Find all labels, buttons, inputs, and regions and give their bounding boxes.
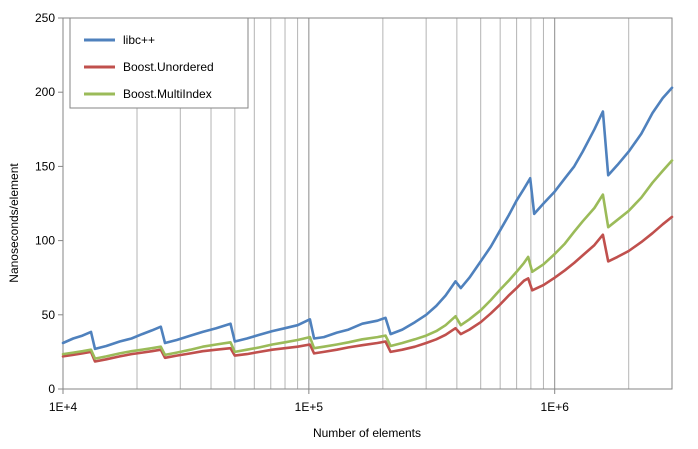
series-lines [61, 86, 674, 363]
y-tick-label: 0 [48, 382, 55, 396]
x-axis: 1E+4 1E+5 1E+6 [49, 389, 569, 414]
y-tick-label: 50 [42, 308, 56, 322]
legend-label-boost-unordered: Boost.Unordered [123, 60, 214, 74]
x-tick-label: 1E+5 [295, 400, 324, 414]
x-axis-title: Number of elements [313, 426, 421, 440]
y-tick-label: 200 [35, 85, 55, 99]
y-tick-label: 250 [35, 11, 55, 25]
x-tick-label: 1E+6 [541, 400, 570, 414]
y-axis-title: Nanoseconds/element [7, 163, 21, 283]
y-tick-label: 150 [35, 159, 55, 173]
y-tick-label: 100 [35, 234, 55, 248]
x-tick-label: 1E+4 [49, 400, 78, 414]
legend-label-libcxx: libc++ [123, 33, 155, 47]
series-line-libc [61, 86, 674, 351]
legend-label-boost-multiindex: Boost.MultiIndex [123, 87, 212, 101]
series-line-boost-multiindex [61, 159, 674, 360]
y-axis: 0 50 100 150 200 250 [35, 11, 63, 396]
legend: libc++ Boost.Unordered Boost.MultiIndex [69, 17, 249, 109]
series-line-boost-unordered [61, 215, 674, 363]
plot-area-frame [62, 17, 673, 390]
